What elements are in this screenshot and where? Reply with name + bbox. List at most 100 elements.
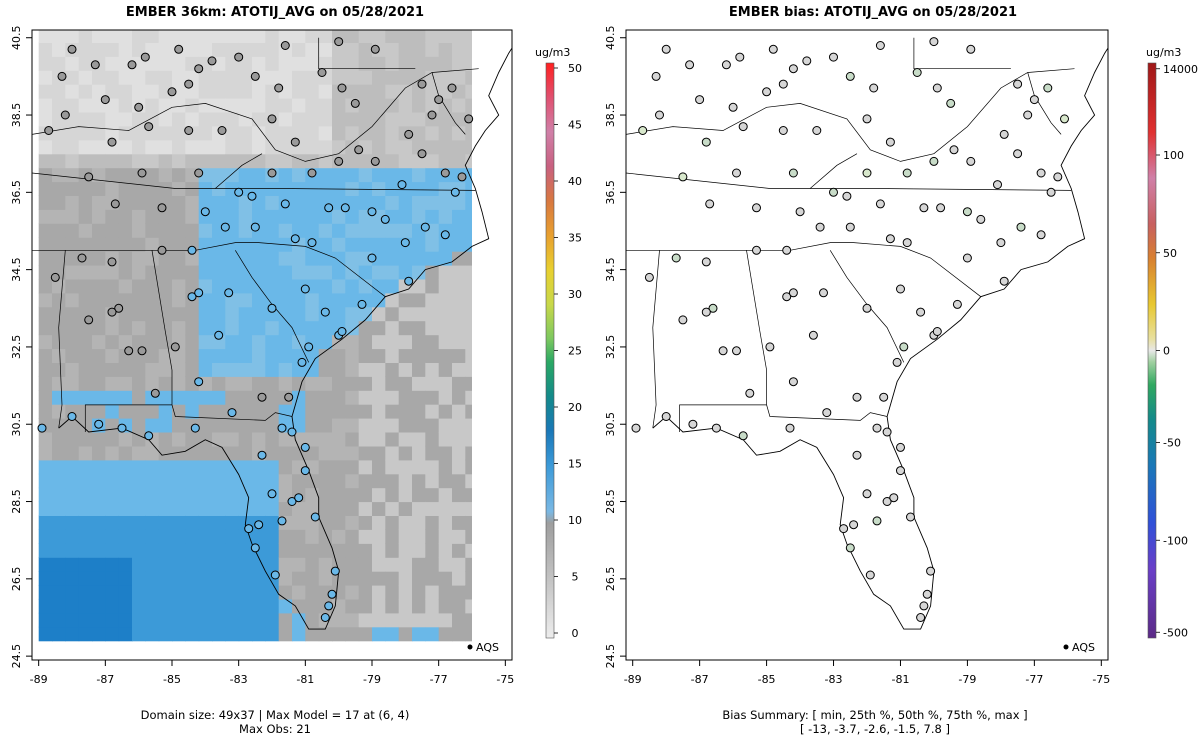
grid-cell [252, 167, 266, 183]
grid-cell [212, 501, 226, 516]
grid-cell [452, 237, 466, 252]
grid-cell [385, 515, 400, 530]
grid-cell [332, 390, 346, 405]
grid-cell [238, 348, 253, 363]
grid-cell [265, 432, 280, 447]
state-border [151, 250, 173, 405]
y-tick-label: 36.5 [604, 180, 617, 205]
grid-cell [398, 571, 413, 586]
grid-cell [358, 529, 373, 544]
grid-cell [198, 626, 213, 642]
grid-cell [278, 320, 293, 336]
grid-cell [78, 84, 93, 99]
grid-cell [265, 139, 280, 155]
grid-cell [412, 306, 426, 322]
grid-cell [345, 181, 360, 196]
grid-cell [92, 376, 106, 391]
grid-cell [145, 292, 160, 308]
grid-cell [212, 445, 226, 461]
grid-cell [265, 265, 280, 280]
grid-cell [118, 167, 133, 183]
grid-cell [225, 557, 240, 572]
left-map-title: EMBER 36km: ATOTIJ_AVG on 05/28/2021 [125, 5, 425, 20]
monitor-site [194, 64, 204, 74]
grid-cell [198, 223, 213, 238]
grid-cell [385, 473, 400, 489]
grid-cell [172, 209, 186, 224]
grid-cell [358, 515, 373, 530]
grid-cell [145, 167, 160, 183]
grid-cell [345, 292, 360, 308]
y-tick-label: 28.5 [10, 489, 23, 514]
grid-cell [398, 459, 413, 475]
grid-cell [318, 348, 333, 363]
grid-cell [172, 167, 186, 183]
grid-cell [105, 473, 120, 489]
grid-cell [318, 445, 333, 461]
grid-cell [158, 598, 173, 614]
grid-cell [38, 334, 53, 350]
grid-cell [345, 320, 360, 336]
grid-cell [345, 278, 360, 294]
monitor-site [701, 137, 711, 147]
grid-cell [185, 626, 200, 642]
monitor-site [849, 520, 859, 530]
grid-cell [412, 348, 426, 363]
grid-cell [185, 209, 200, 224]
grid-cell [65, 571, 80, 586]
grid-cell [425, 404, 440, 419]
grid-cell [438, 42, 453, 57]
y-tick-label: 32.5 [10, 335, 23, 360]
grid-cell [145, 585, 160, 600]
grid-cell [118, 265, 133, 280]
grid-cell [92, 125, 106, 141]
grid-cell [158, 557, 173, 572]
monitor-site [257, 450, 267, 460]
grid-cell [92, 487, 106, 503]
grid-cell [212, 278, 226, 294]
aqs-legend-label: AQS [1072, 641, 1095, 654]
monitor-site [795, 207, 805, 217]
left-colorbar-label: 0 [572, 627, 579, 640]
grid-cell [385, 348, 400, 363]
grid-cell [105, 529, 120, 544]
grid-cell [92, 84, 106, 99]
grid-cell [385, 529, 400, 544]
grid-cell [425, 84, 440, 99]
grid-cell [412, 56, 426, 71]
grid-cell [452, 30, 466, 43]
grid-cell [318, 265, 333, 280]
grid-cell [212, 292, 226, 308]
grid-cell [238, 278, 253, 294]
grid-cell [212, 515, 226, 530]
grid-cell [385, 30, 400, 43]
grid-cell [52, 292, 66, 308]
monitor-site [400, 238, 410, 248]
grid-cell [78, 292, 93, 308]
monitor-site [862, 489, 872, 499]
monitor-site [899, 342, 909, 352]
grid-cell [158, 153, 173, 169]
grid-cell [52, 30, 66, 43]
grid-cell [305, 598, 320, 614]
grid-cell [452, 292, 466, 308]
grid-cell [158, 278, 173, 294]
grid-cell [65, 139, 80, 155]
monitor-site [464, 114, 474, 124]
grid-cell [358, 487, 373, 503]
monitor-site [84, 315, 94, 325]
grid-cell [158, 139, 173, 155]
grid-cell [425, 292, 440, 308]
grid-cell [425, 432, 440, 447]
grid-cell [118, 445, 133, 461]
grid-cell [132, 487, 146, 503]
grid-cell [92, 292, 106, 308]
grid-cell [185, 195, 200, 210]
grid-cell [145, 445, 160, 461]
grid-cell [358, 598, 373, 614]
grid-cell [278, 362, 293, 377]
monitor-site [752, 203, 761, 213]
grid-cell [105, 209, 120, 224]
grid-cell [372, 292, 386, 308]
x-tick-label: -77 [1025, 673, 1043, 686]
